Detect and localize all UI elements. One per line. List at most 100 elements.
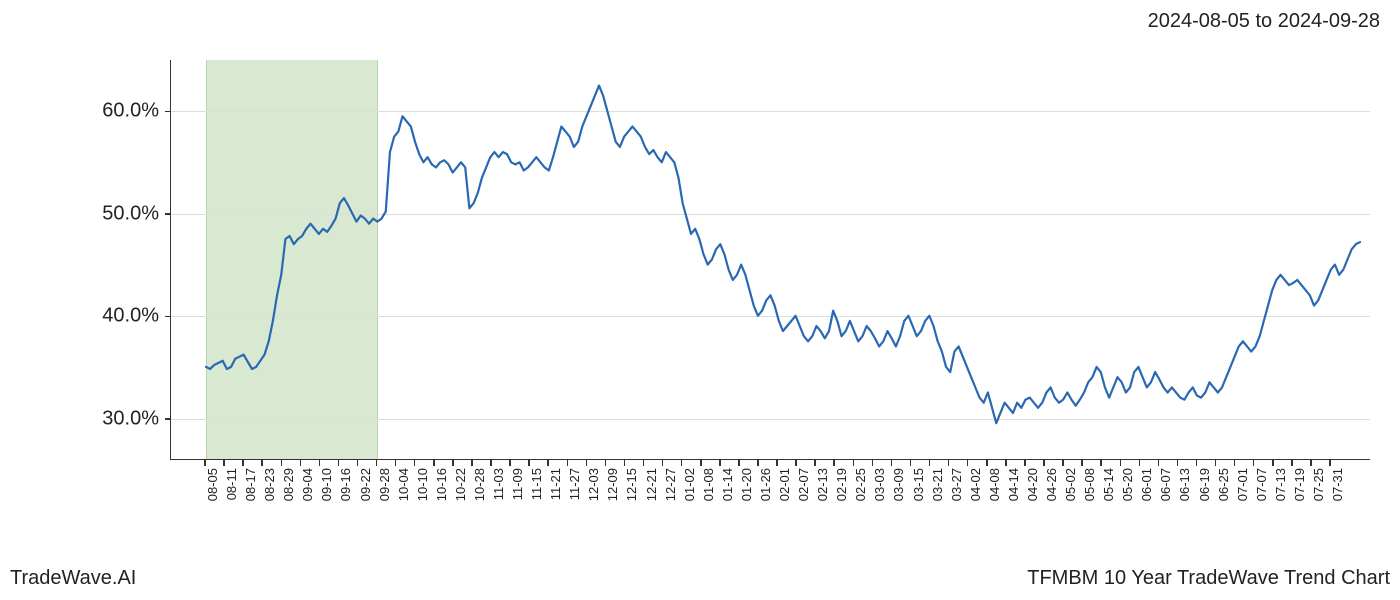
xtick-mark <box>1158 460 1160 466</box>
xtick: 05-02 <box>1063 460 1064 466</box>
xtick-label: 07-07 <box>1254 468 1269 501</box>
xtick: 08-29 <box>281 460 282 466</box>
xtick-mark <box>948 460 950 466</box>
xtick: 07-01 <box>1235 460 1236 466</box>
xtick-mark <box>853 460 855 466</box>
xtick-label: 08-05 <box>205 468 220 501</box>
xtick-label: 08-29 <box>281 468 296 501</box>
xtick-label: 06-19 <box>1197 468 1212 501</box>
xtick: 09-10 <box>319 460 320 466</box>
xtick: 05-08 <box>1082 460 1083 466</box>
xtick-mark <box>1234 460 1236 466</box>
xtick-label: 11-21 <box>548 468 563 500</box>
xtick-label: 09-28 <box>377 468 392 501</box>
ytick-label: 50.0% <box>102 202 159 225</box>
xtick: 02-25 <box>853 460 854 466</box>
xtick: 02-13 <box>815 460 816 466</box>
xtick-mark <box>776 460 778 466</box>
xtick: 02-19 <box>834 460 835 466</box>
xtick-label: 11-09 <box>510 468 525 500</box>
xtick-label: 08-23 <box>262 468 277 501</box>
xtick-mark <box>261 460 263 466</box>
xtick: 10-22 <box>453 460 454 466</box>
xtick-mark <box>471 460 473 466</box>
xtick: 11-03 <box>491 460 492 466</box>
xtick: 08-05 <box>205 460 206 466</box>
xtick-label: 08-17 <box>243 468 258 501</box>
xtick-mark <box>1139 460 1141 466</box>
xtick-mark <box>795 460 797 466</box>
xtick: 06-25 <box>1216 460 1217 466</box>
xtick-mark <box>1177 460 1179 466</box>
xtick: 11-21 <box>548 460 549 466</box>
xtick-mark <box>586 460 588 466</box>
xtick: 10-10 <box>415 460 416 466</box>
xtick-label: 10-16 <box>434 468 449 501</box>
xtick-mark <box>528 460 530 466</box>
xtick-mark <box>1120 460 1122 466</box>
xtick: 01-14 <box>720 460 721 466</box>
xtick: 10-04 <box>396 460 397 466</box>
xtick-label: 10-22 <box>453 468 468 501</box>
xtick-label: 02-19 <box>834 468 849 501</box>
xtick-label: 04-20 <box>1025 468 1040 501</box>
xtick-mark <box>1043 460 1045 466</box>
ytick-label: 40.0% <box>102 305 159 328</box>
xtick-label: 01-26 <box>758 468 773 501</box>
ytick-label: 30.0% <box>102 407 159 430</box>
xtick-label: 10-28 <box>472 468 487 501</box>
xtick-label: 12-03 <box>586 468 601 501</box>
xtick-mark <box>281 460 283 466</box>
xtick: 12-21 <box>644 460 645 466</box>
xtick: 07-13 <box>1273 460 1274 466</box>
xtick-mark <box>1272 460 1274 466</box>
xtick-mark <box>967 460 969 466</box>
xtick: 04-08 <box>987 460 988 466</box>
xtick-mark <box>624 460 626 466</box>
xtick-label: 02-13 <box>815 468 830 501</box>
xtick-label: 03-09 <box>891 468 906 501</box>
xtick: 06-19 <box>1197 460 1198 466</box>
xtick-mark <box>242 460 244 466</box>
footer-brand: TradeWave.AI <box>10 567 136 590</box>
xtick-mark <box>1196 460 1198 466</box>
footer-title: TFMBM 10 Year TradeWave Trend Chart <box>1027 567 1390 590</box>
xtick: 09-16 <box>338 460 339 466</box>
xtick-mark <box>357 460 359 466</box>
xtick-mark <box>1100 460 1102 466</box>
xtick: 12-03 <box>586 460 587 466</box>
xtick-mark <box>338 460 340 466</box>
xtick-mark <box>1062 460 1064 466</box>
xtick-label: 05-20 <box>1120 468 1135 501</box>
xtick-mark <box>681 460 683 466</box>
xtick-label: 01-02 <box>682 468 697 501</box>
xtick-label: 01-20 <box>739 468 754 501</box>
xtick: 07-07 <box>1254 460 1255 466</box>
xtick-mark <box>1329 460 1331 466</box>
xtick-mark <box>376 460 378 466</box>
xtick: 04-02 <box>968 460 969 466</box>
xtick: 12-15 <box>624 460 625 466</box>
xtick-label: 11-15 <box>529 468 544 500</box>
xtick: 08-17 <box>243 460 244 466</box>
xtick: 01-08 <box>701 460 702 466</box>
xtick-label: 03-27 <box>949 468 964 501</box>
xtick-mark <box>1081 460 1083 466</box>
xtick: 08-11 <box>224 460 225 466</box>
xtick: 03-27 <box>949 460 950 466</box>
xtick: 04-26 <box>1044 460 1045 466</box>
xtick-label: 09-22 <box>358 468 373 501</box>
xtick-mark <box>1005 460 1007 466</box>
xtick-label: 10-04 <box>396 468 411 501</box>
xtick-mark <box>1291 460 1293 466</box>
chart-plot-area: 30.0%40.0%50.0%60.0% <box>170 60 1370 460</box>
xtick-mark <box>490 460 492 466</box>
xtick: 11-27 <box>567 460 568 466</box>
xtick-mark <box>567 460 569 466</box>
xtick-mark <box>872 460 874 466</box>
xtick: 01-02 <box>682 460 683 466</box>
xtick: 01-20 <box>739 460 740 466</box>
xtick-mark <box>433 460 435 466</box>
xtick: 11-09 <box>510 460 511 466</box>
xtick: 04-14 <box>1006 460 1007 466</box>
